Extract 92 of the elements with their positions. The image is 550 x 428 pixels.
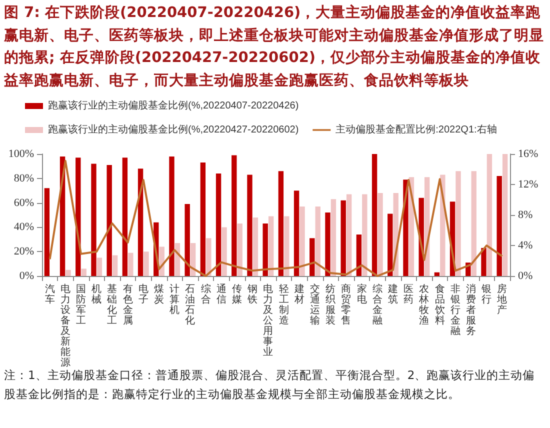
bar [184,204,190,276]
x-tick-label: 非银行金融 [449,282,460,337]
x-tick-label: 综合金融 [372,282,382,326]
x-tick-label: 石油石化 [185,284,196,326]
bar [456,171,461,276]
y2-tick-label: 4% [518,240,533,252]
bar [96,258,102,276]
bar [144,252,149,276]
x-tick-label: 电子 [138,282,148,306]
x-tick-label: 建筑 [387,282,398,306]
x-tick-label: 轻工制造 [278,282,289,326]
y2-tick-label: 12% [518,178,538,190]
bar [169,156,174,276]
bar [300,206,305,276]
bar [378,193,383,276]
x-tick-label: 有色金属 [122,282,133,326]
bar [112,255,118,276]
bar [372,154,378,276]
x-tick-label: 传媒 [232,284,242,306]
x-tick-label: 基础化工 [106,282,118,326]
bar [44,188,50,276]
x-tick-label: 纺织服装 [326,282,336,326]
text: 注：1、主动偏股基金口径：普通股票、偏股混合、灵活配置、平衡混合型。2、跑赢该行业的主动偏股基金比例指的是：跑赢特定行业的主动偏股基金规模与全部主动偏股基金规模之比。 [4,367,536,403]
bar [200,162,206,276]
x-tick-label: 机械 [92,282,102,306]
bar [471,171,476,276]
bar [362,194,368,276]
legend-label: 主动偏股基金配置比例:2022Q1:右轴 [336,124,497,136]
y2-tick-label: 8% [518,209,533,221]
x-tick-label: 医药 [404,284,414,306]
legend-label: 跑赢该行业的主动偏股基金比例(%,20220407-20220426) [48,100,299,112]
bar [481,248,486,276]
x-tick-label: 综合 [200,282,211,306]
chart-title: 图 7: 在下跌阶段(20220407-20220426)，大量主动偏股基金的净值收益率跑赢电新、电子、医药等板块，即上述重仓板块可能对主动偏股基金净值形成了明显的拖累; 在反弹阶段(20220427-20220602)，仅少部分主动偏股基金的净值收益率跑赢电新、电子，而大量主动偏股基金跑赢医药、食品饮料等板块 [4,3,545,90]
x-tick-label: 钢铁 [246,284,258,306]
bar [486,154,492,276]
x-tick-label: 商贸零售 [341,282,352,326]
x-tick-label: 建材 [293,282,304,306]
bar [91,164,96,276]
bar [247,174,252,276]
bar [310,238,315,276]
bar [434,272,440,276]
bar [262,224,268,276]
bar [128,252,134,276]
x-tick-label: 汽车 [44,282,55,306]
bar [356,234,362,276]
bar [330,199,336,276]
x-tick-label: 电力设备及新能源 [60,282,70,368]
y-tick-label: 0% [19,270,34,282]
bar [284,216,290,276]
x-tick-label: 交通运输 [310,282,320,326]
bar [190,243,196,276]
x-tick-label: 计算机 [170,282,180,316]
bar [496,176,502,276]
x-tick-label: 消费者服务 [466,282,476,337]
bar [340,200,346,276]
bar [502,154,508,276]
bar [278,171,284,276]
bar [294,190,300,276]
bar [206,238,212,276]
x-tick-label: 国防军工 [76,284,86,326]
bar [122,158,128,276]
line-series [48,160,504,277]
bar [66,270,71,276]
bar [315,206,320,276]
y-tick-label: 20% [14,246,34,258]
y-tick-label: 80% [14,172,34,184]
y-tick-label: 40% [14,221,34,234]
x-tick-label: 房地产 [496,282,508,316]
bar [216,174,222,276]
x-tick-label: 农林牧渔 [418,284,430,326]
x-tick-label: 食品饮料 [434,282,445,326]
y-tick-label: 100% [8,148,34,160]
x-tick-label: 银行 [480,284,492,306]
bar [252,217,258,276]
bar [325,212,330,276]
bar [237,224,242,276]
y-tick-label: 60% [14,196,34,209]
bar [346,194,352,276]
y2-tick-label: 0% [518,270,533,282]
bar [388,214,393,276]
x-tick-label: 电力及公用事业 [263,282,274,358]
bar [81,268,86,276]
y2-tick-label: 16% [518,148,538,160]
bar [106,164,112,276]
x-tick-label: 通信 [216,282,226,306]
legend-label: 跑赢该行业的主动偏股基金比例(%,20220427-20220602) [48,124,299,136]
x-tick-label: 家电 [356,282,367,306]
bar [222,227,227,276]
x-tick-label: 煤炭 [154,282,164,306]
bar [232,155,237,276]
bar [268,216,274,276]
